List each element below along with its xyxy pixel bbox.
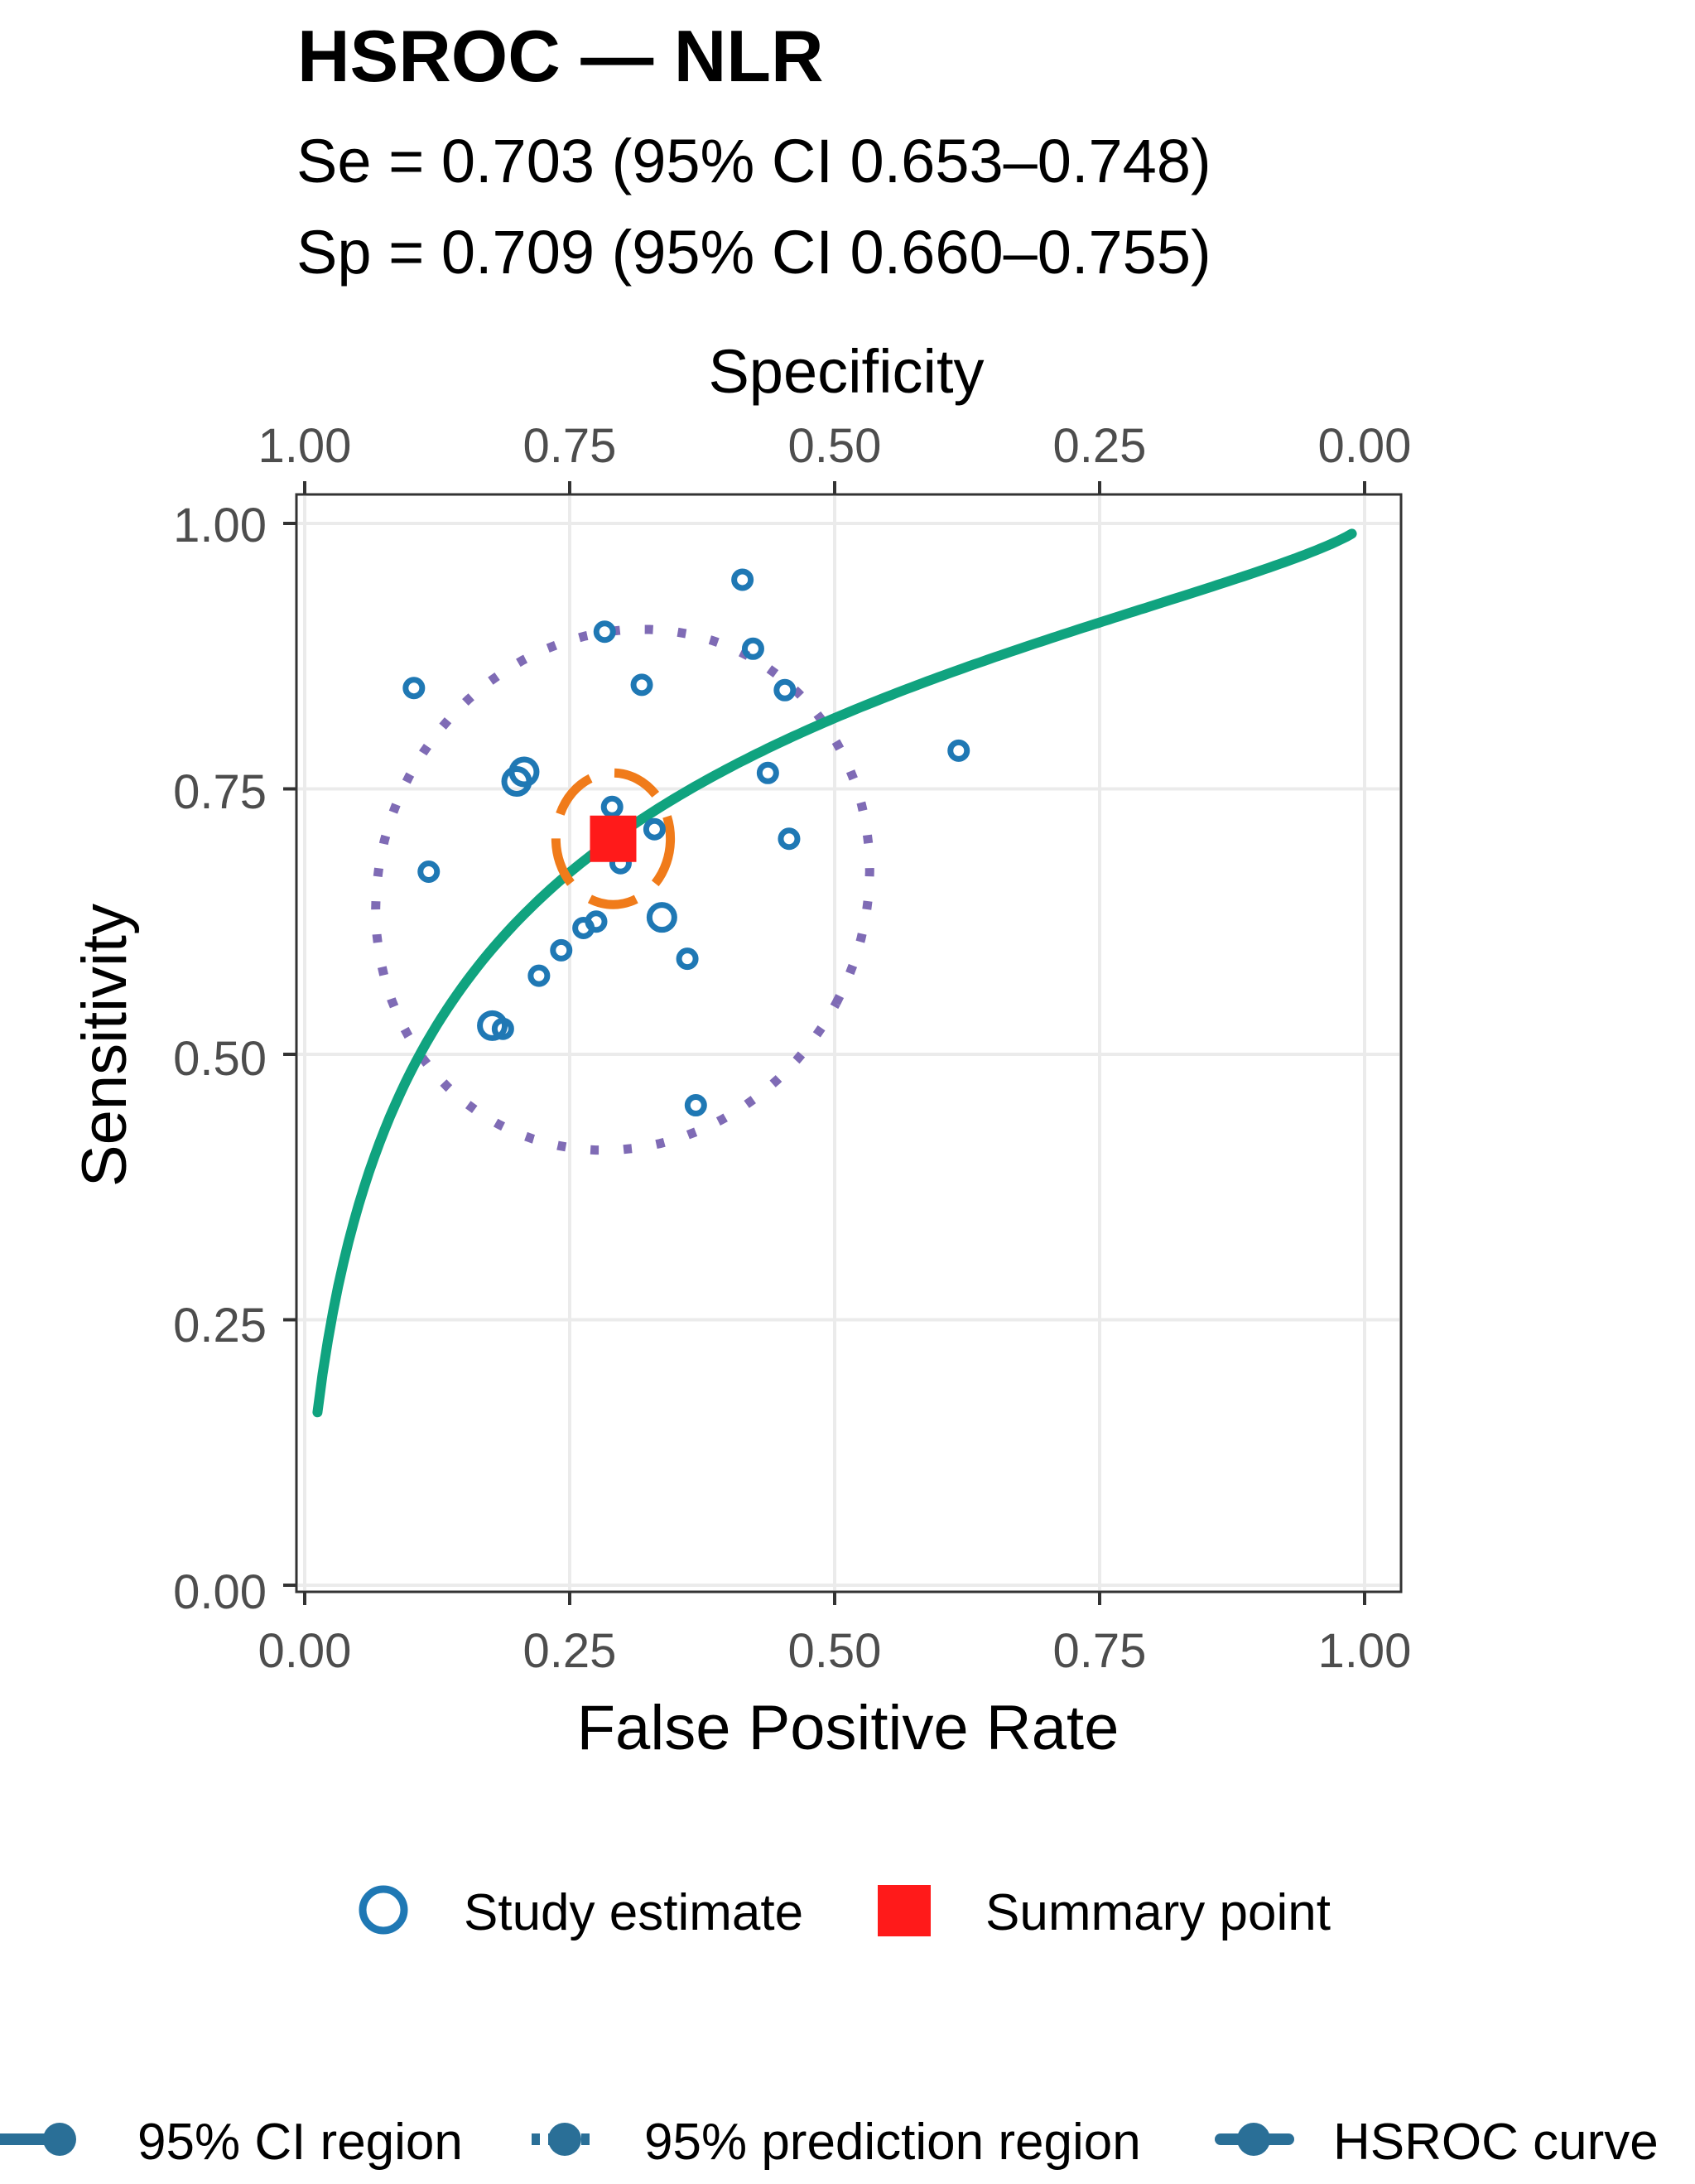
panel-border	[295, 493, 1403, 1593]
study-point-23	[684, 1094, 707, 1117]
study-point-15	[646, 902, 677, 933]
legend-prediction-label: 95% prediction region	[644, 2114, 1141, 2171]
study-point-20	[527, 964, 551, 987]
study-point-3	[402, 677, 426, 700]
study-point-12	[778, 827, 801, 851]
study-point-17	[572, 916, 595, 939]
study-point-4	[630, 673, 653, 697]
top-tick-label-3: 0.25	[1053, 419, 1147, 473]
x-tick-label-0: 0.00	[258, 1624, 352, 1678]
legend-summary-label: Summary point	[985, 1884, 1331, 1941]
top-axis-title: Specificity	[708, 337, 984, 406]
ci-region-ellipse	[551, 768, 676, 909]
x-tick-label-2: 0.50	[788, 1624, 882, 1678]
ci-region	[551, 768, 676, 909]
legend-study-label: Study estimate	[464, 1884, 803, 1941]
legend-ci-label: 95% CI region	[137, 2114, 463, 2171]
legend-study-marker	[359, 1885, 408, 1935]
summary-point-layer	[590, 815, 637, 862]
x-axis-title: False Positive Rate	[577, 1693, 1120, 1763]
hsroc-curve	[312, 528, 1357, 1418]
study-point-13	[417, 860, 441, 883]
study-point-5	[773, 678, 797, 701]
top-tick-label-4: 0.00	[1318, 419, 1412, 473]
legend-bottom: 95% CI region 95% prediction region HSRO…	[0, 2114, 1659, 2171]
study-point-7	[756, 761, 779, 784]
prediction-region	[371, 624, 874, 1155]
study-point-19	[676, 947, 699, 971]
study-point-2	[741, 637, 764, 660]
study-point-11	[643, 817, 666, 841]
chart-subtitle-se: Se = 0.703 (95% CI 0.653–0.748)	[296, 127, 1211, 195]
plot-panel	[295, 493, 1403, 1593]
top-tick-label-1: 0.75	[523, 419, 617, 473]
prediction-region-ellipse	[371, 624, 874, 1155]
hsroc-curve-line	[312, 528, 1357, 1418]
x-tick-label-3: 0.75	[1053, 1624, 1147, 1678]
panel-background	[296, 494, 1401, 1592]
legend-curve-marker	[1237, 2123, 1270, 2156]
summary-point	[590, 815, 637, 862]
study-point-21	[477, 1010, 508, 1041]
legend-summary-marker	[878, 1885, 931, 1936]
study-point-6	[947, 739, 970, 762]
y-tick-label-2: 0.50	[173, 1032, 267, 1086]
study-point-0	[731, 568, 754, 591]
y-tick-label-1: 0.25	[173, 1299, 267, 1352]
top-tick-label-2: 0.50	[788, 419, 882, 473]
axes-layer: 0.00 0.25 0.50 0.75 1.00 1.00 0.75 0.50 …	[173, 419, 1411, 1678]
study-point-10	[600, 795, 624, 818]
y-axis-title: Sensitivity	[70, 904, 140, 1187]
legend-top: Study estimate Summary point	[359, 1884, 1331, 1941]
chart-subtitle-sp: Sp = 0.709 (95% CI 0.660–0.755)	[296, 218, 1211, 287]
grid-layer	[298, 496, 1399, 1590]
x-tick-label-4: 1.00	[1318, 1624, 1412, 1678]
study-points	[402, 568, 970, 1117]
y-tick-label-3: 0.75	[173, 765, 267, 819]
study-point-18	[550, 938, 573, 962]
legend-curve-label: HSROC curve	[1333, 2114, 1659, 2171]
y-tick-label-4: 1.00	[173, 499, 267, 552]
legend-prediction-marker	[548, 2123, 581, 2156]
study-point-22	[491, 1017, 514, 1040]
study-point-1	[593, 620, 616, 644]
study-point-9	[501, 766, 532, 798]
chart-title: HSROC — NLR	[297, 15, 824, 97]
top-tick-label-0: 1.00	[258, 419, 352, 473]
x-tick-label-1: 0.25	[523, 1624, 617, 1678]
legend-ci-marker	[43, 2123, 76, 2156]
y-tick-label-0: 0.00	[173, 1565, 267, 1619]
